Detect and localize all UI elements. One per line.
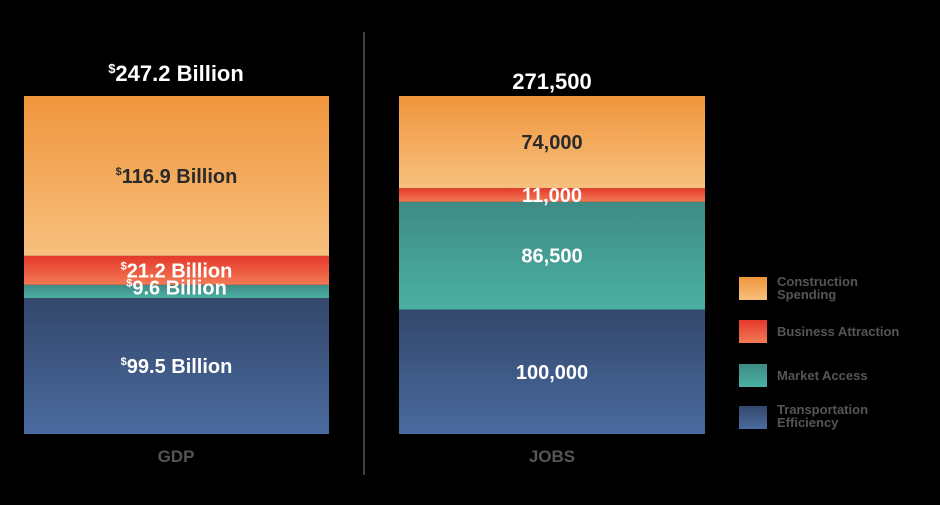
legend-label-construction-spending: Construction Spending [777,274,858,302]
gdp-axis-label: GDP [158,447,195,466]
legend-item-business-attraction: Business Attraction [739,320,899,343]
gdp-total-currency-sign: $ [108,61,116,76]
currency-sign: $ [121,356,127,368]
gdp-segment-labels: $99.5 Billion$9.6 Billion$21.2 Billion$1… [116,166,238,378]
legend-item-construction-spending: Construction Spending [739,274,858,302]
label-value: 21.2 Billion [127,260,233,282]
currency-sign: $ [121,260,127,272]
legend-swatch-business-attraction [739,320,767,343]
legend-label-line-2: Efficiency [777,415,839,430]
legend-swatch-construction-spending [739,277,767,300]
jobs-bar-segment-business-attraction [399,188,705,202]
jobs-total-value: 271,500 [512,69,592,94]
legend-label-line-1: Construction [777,274,858,289]
gdp-bar-segment-transportation-efficiency [24,297,329,434]
jobs-total-title: 271,500 [512,69,592,94]
legend-label-business-attraction: Business Attraction [777,324,899,339]
legend-label-line-1: Transportation [777,402,868,417]
jobs-stacked-bar [399,96,705,434]
legend-swatch-market-access [739,364,767,387]
jobs-data-label-business-attraction: 11,000 [522,185,582,207]
legend-item-transportation-efficiency: Transportation Efficiency [739,402,868,430]
label-value: 9.6 Billion [132,277,226,299]
gdp-bar-segment-construction-spending [24,96,329,256]
gdp-total-title: $247.2 Billion [108,61,244,86]
jobs-segment-labels: 100,000 86,500 11,000 74,000 [516,132,588,384]
jobs-data-label-market-access: 86,500 [521,246,582,268]
jobs-axis-label: JOBS [529,447,575,466]
gdp-data-label-market-access: $9.6 Billion [126,277,227,299]
currency-sign: $ [126,277,132,289]
label-value: 99.5 Billion [127,356,233,378]
label-value: 116.9 Billion [122,166,238,188]
jobs-bar-segment-market-access [399,201,705,310]
gdp-bar-segment-business-attraction [24,255,329,285]
legend-item-market-access: Market Access [739,364,868,387]
jobs-bar-segment-transportation-efficiency [399,309,705,434]
gdp-data-label-business-attraction: $21.2 Billion [121,260,233,282]
gdp-data-label-transportation-efficiency: $99.5 Billion [121,356,233,378]
gdp-bar-segment-market-access [24,284,329,298]
gdp-stacked-bar [24,96,329,434]
legend: Construction Spending Business Attraction… [739,274,899,430]
gdp-chart: $247.2 Billion $99.5 Billion$9.6 Billion… [24,61,329,466]
jobs-bar-segment-construction-spending [399,96,705,189]
jobs-data-label-construction-spending: 74,000 [521,132,582,154]
legend-label-market-access: Market Access [777,368,868,383]
jobs-data-label-transportation-efficiency: 100,000 [516,362,588,384]
gdp-total-value: 247.2 Billion [115,61,243,86]
jobs-chart: 271,500 100,000 86,500 11,000 74,000 JOBS [399,69,705,466]
legend-label-transportation-efficiency: Transportation Efficiency [777,402,868,430]
legend-swatch-transportation-efficiency [739,406,767,429]
legend-label-line-2: Spending [777,287,836,302]
gdp-data-label-construction-spending: $116.9 Billion [116,166,238,188]
currency-sign: $ [116,166,122,178]
